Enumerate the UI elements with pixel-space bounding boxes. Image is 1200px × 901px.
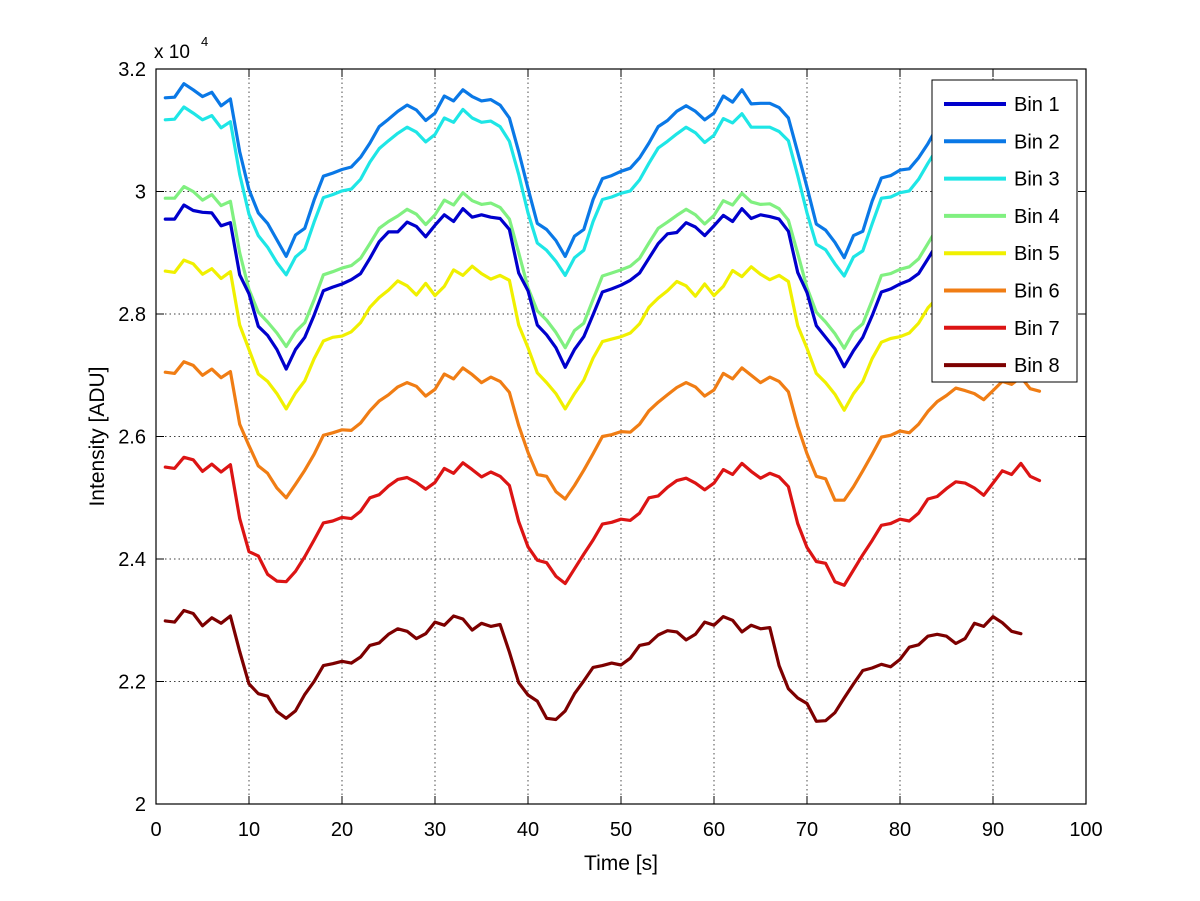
- y-tick-label: 2.2: [118, 672, 146, 694]
- legend-label: Bin 6: [1014, 281, 1060, 303]
- y-tick-label: 2: [135, 794, 146, 816]
- series-line-bin-2: [163, 82, 1042, 260]
- series-line-bin-3: [163, 105, 1042, 278]
- x-tick-label: 100: [1069, 819, 1102, 841]
- legend-label: Bin 7: [1014, 318, 1060, 340]
- axis-ticks: [155, 68, 1087, 805]
- legend: Bin 1 Bin 2 Bin 3 Bin 4 Bin 5 Bin 6 Bin 7 Bin 8: [931, 79, 1078, 383]
- legend-label: Bin 8: [1014, 355, 1060, 377]
- x-tick-label: 80: [889, 819, 911, 841]
- x-tick-label: 60: [703, 819, 725, 841]
- y-tick-label: 3: [135, 182, 146, 204]
- legend-label: Bin 4: [1014, 206, 1060, 228]
- series-line-bin-8: [163, 608, 1023, 723]
- x-tick-labels: 0 10 20 30 40 50 60 70 80 90 100: [150, 819, 1102, 841]
- legend-box: [931, 79, 1078, 383]
- x-tick-label: 50: [610, 819, 632, 841]
- y-tick-label: 3.2: [118, 59, 146, 81]
- series-line-bin-6: [163, 360, 1042, 502]
- legend-label: Bin 5: [1014, 243, 1060, 265]
- y-tick-label: 2.6: [118, 427, 146, 449]
- x-axis-label: Time [s]: [584, 852, 658, 875]
- series-group: [163, 82, 1042, 723]
- series-line-bin-7: [163, 455, 1042, 587]
- series-line-bin-1: [163, 203, 1042, 371]
- y-exponent-power: 4: [201, 34, 208, 49]
- x-tick-label: 30: [424, 819, 446, 841]
- x-tick-label: 70: [796, 819, 818, 841]
- y-tick-label: 2.4: [118, 549, 146, 571]
- x-tick-label: 20: [331, 819, 353, 841]
- x-tick-label: 10: [238, 819, 260, 841]
- legend-label: Bin 1: [1014, 94, 1060, 116]
- y-axis-label: Intensity [ADU]: [86, 366, 109, 506]
- x-tick-label: 90: [982, 819, 1004, 841]
- legend-label: Bin 3: [1014, 169, 1060, 191]
- y-tick-labels: 2 2.2 2.4 2.6 2.8 3 3.2: [118, 59, 146, 816]
- y-tick-label: 2.8: [118, 304, 146, 326]
- legend-label: Bin 2: [1014, 131, 1060, 153]
- y-exponent-label: x 10: [154, 42, 190, 63]
- series-line-bin-4: [163, 185, 1042, 350]
- series-line-bin-5: [163, 258, 1042, 412]
- x-tick-label: 0: [150, 819, 161, 841]
- x-tick-label: 40: [517, 819, 539, 841]
